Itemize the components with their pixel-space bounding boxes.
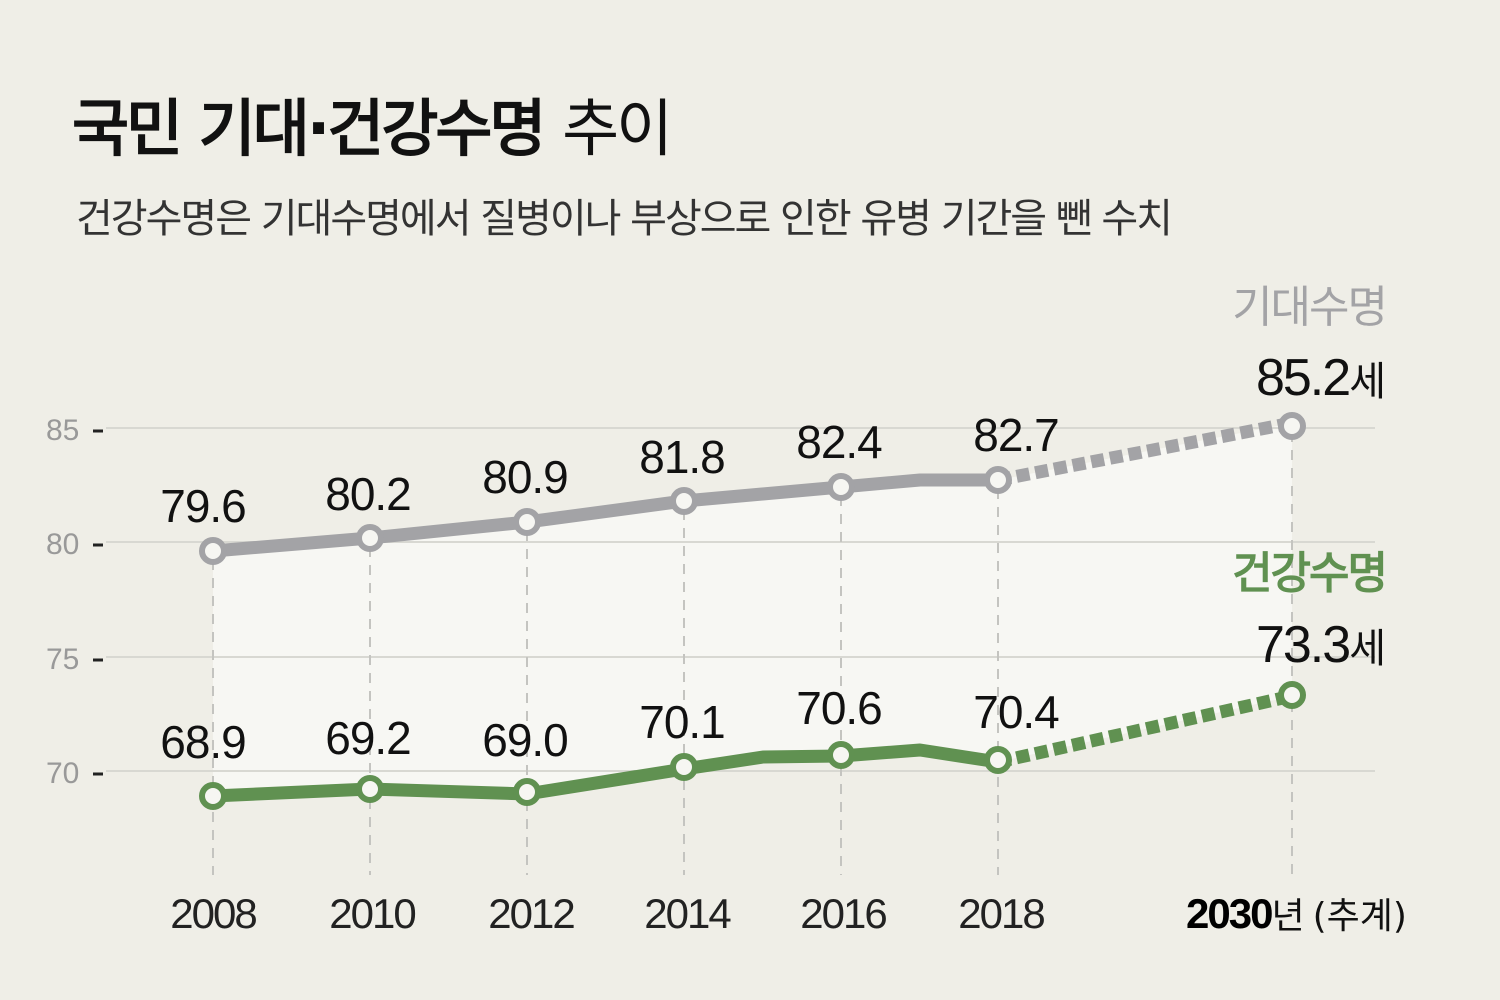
data-label: 82.4 (796, 416, 882, 468)
projection-note: (추계) (1313, 896, 1407, 937)
healthy-value: 73.3 (1256, 616, 1349, 674)
x-tick-label: 2012 (488, 890, 574, 937)
data-label: 82.7 (973, 409, 1059, 461)
healthy-life-line (212, 743, 999, 803)
chart-subtitle: 건강수명은 기대수명에서 질병이나 부상으로 인한 유병 기간을 뺀 수치 (76, 196, 1173, 242)
healthy-life-projection (996, 689, 1294, 769)
healthy-life-labels: 68.9 69.2 69.0 70.1 70.6 70.4 (160, 682, 1060, 768)
expected-value: 85.2 (1256, 349, 1349, 407)
data-label: 79.6 (160, 480, 246, 532)
x-tick-label: 2016 (800, 890, 886, 937)
data-label: 81.8 (639, 431, 725, 483)
data-label: 70.6 (796, 682, 882, 734)
x-tick-label: 2010 (329, 890, 415, 937)
data-label: 80.9 (482, 451, 568, 503)
y-tick-label: 75 (46, 643, 79, 676)
band-area (213, 423, 1292, 796)
expected-life-markers (199, 412, 1306, 565)
x-tick-label: 2018 (958, 890, 1044, 937)
expected-life-projection (996, 416, 1294, 487)
data-label: 70.1 (639, 696, 725, 748)
x-tick-label: 2008 (170, 890, 256, 937)
legend-value-expected: 85.2세 (1256, 349, 1386, 407)
legend-value-healthy: 73.3세 (1256, 616, 1386, 674)
title-bold: 국민 기대·건강수명 (72, 92, 546, 165)
y-tick-label: 70 (46, 757, 79, 790)
title-light: 추이 (562, 92, 673, 165)
expected-life-labels: 79.6 80.2 80.9 81.8 82.4 82.7 (160, 409, 1060, 532)
data-label: 70.4 (973, 686, 1059, 738)
year-2030: 2030 (1186, 890, 1272, 937)
y-tick-label: 80 (46, 528, 79, 561)
expected-life-legend: 기대수명 85.2세 (1232, 282, 1388, 407)
year-suffix: 년 (1271, 896, 1304, 937)
data-label: 68.9 (160, 716, 246, 768)
data-label: 80.2 (325, 468, 411, 520)
data-label: 69.0 (482, 714, 568, 766)
x-tick-label: 2014 (644, 890, 731, 937)
y-tick-label: 85 (46, 414, 79, 447)
legend-name-healthy: 건강수명 (1232, 548, 1386, 599)
vertical-guides (212, 432, 1293, 875)
healthy-unit: 세 (1349, 626, 1386, 672)
data-label: 69.2 (325, 712, 411, 764)
legend-name-expected: 기대수명 (1232, 282, 1386, 333)
x-axis: 2008 2010 2012 2014 2016 2018 (170, 890, 1046, 937)
y-axis: 85 80 75 70 (46, 414, 103, 790)
chart-title: 국민 기대·건강수명 추이 (72, 78, 673, 168)
healthy-life-legend: 건강수명 73.3세 (1232, 548, 1388, 674)
expected-unit: 세 (1349, 359, 1386, 405)
healthy-life-markers (199, 681, 1306, 810)
x-tick-label-2030: 2030년 (추계) (1186, 890, 1407, 937)
